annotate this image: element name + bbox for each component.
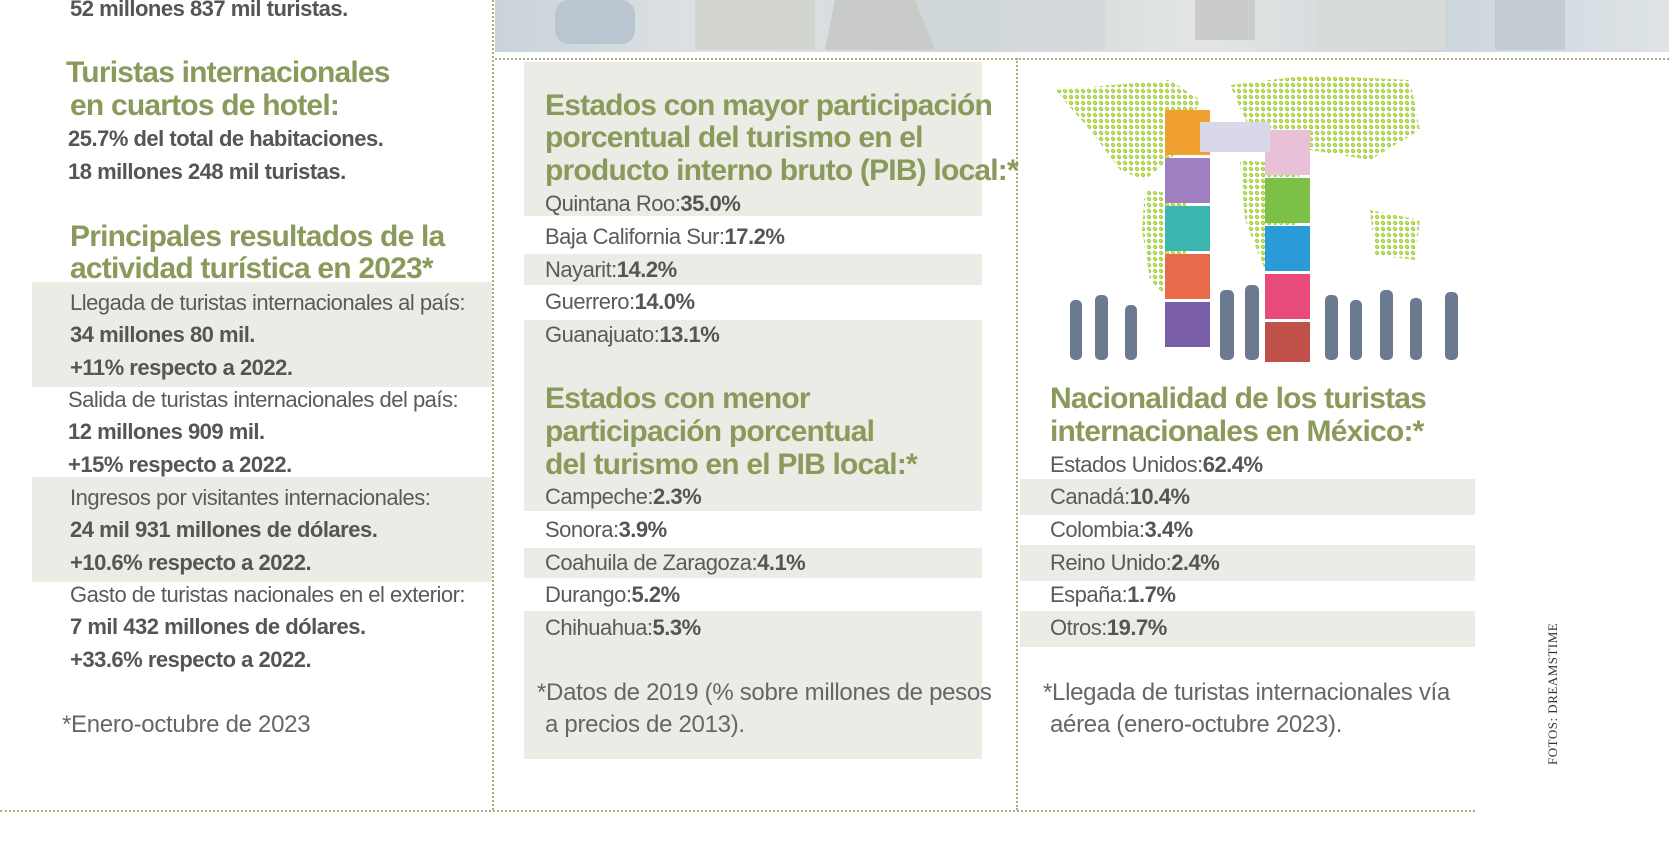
top-state-row: Guanajuato:13.1% [545, 322, 720, 347]
result-value: 34 millones 80 mil. [70, 322, 255, 347]
result-label: Ingresos por visitantes internacionales: [70, 485, 431, 510]
low-row-band [524, 611, 982, 759]
world-map-illustration [1050, 70, 1470, 370]
result-band-1 [32, 282, 492, 387]
result-band-3 [32, 477, 492, 582]
top-heading-1: Estados con mayor participación [545, 89, 993, 122]
right-footnote-2: aérea (enero-octubre 2023). [1050, 711, 1343, 738]
left-footnote: *Enero-octubre de 2023 [62, 711, 311, 738]
result-label: Salida de turistas internacionales del p… [68, 387, 459, 412]
top-state-row: Baja California Sur:17.2% [545, 224, 785, 249]
results-heading-1: Principales resultados de la [70, 220, 445, 253]
nationality-row: Estados Unidos:62.4% [1050, 452, 1263, 477]
low-heading-band [524, 357, 982, 511]
result-change: +11% respecto a 2022. [70, 355, 293, 380]
low-state-row: Durango:5.2% [545, 582, 680, 607]
low-state-row: Campeche:2.3% [545, 484, 702, 509]
result-label: Llegada de turistas internacionales al p… [70, 290, 466, 315]
result-value: 24 mil 931 millones de dólares. [70, 517, 378, 542]
middle-footnote-2: a precios de 2013). [545, 711, 745, 738]
middle-footnote-1: *Datos de 2019 (% sobre millones de peso… [537, 679, 992, 706]
low-heading-2: participación porcentual [545, 415, 875, 448]
top-heading-band [524, 62, 982, 216]
top-state-row: Nayarit:14.2% [545, 257, 677, 282]
low-state-row: Sonora:3.9% [545, 517, 667, 542]
hotel-line-1: 25.7% del total de habitaciones. [68, 126, 384, 151]
top-row-band [524, 254, 982, 285]
top-heading-2: porcentual del turismo en el [545, 121, 923, 154]
photo-credit: FOTOS: DREAMSTIME [1545, 622, 1560, 765]
hotel-line-2: 18 millones 248 mil turistas. [68, 159, 346, 184]
result-change: +10.6% respecto a 2022. [70, 550, 312, 575]
divider-left [492, 0, 494, 810]
top-row-band [524, 320, 982, 357]
nationality-heading-1: Nacionalidad de los turistas [1050, 382, 1427, 415]
result-value: 12 millones 909 mil. [68, 419, 265, 444]
nationality-row: Canadá:10.4% [1050, 484, 1190, 509]
header-photo-strip [495, 0, 1669, 52]
right-footnote-1: *Llegada de turistas internacionales vía [1043, 679, 1450, 706]
top-state-row: Quintana Roo:35.0% [545, 191, 741, 216]
divider-middle [1016, 58, 1018, 810]
top-line: 52 millones 837 mil turistas. [70, 0, 348, 21]
hotel-heading-1: Turistas internacionales [66, 56, 391, 89]
results-heading-2: actividad turística en 2023* [70, 252, 434, 285]
nationality-row: España:1.7% [1050, 582, 1176, 607]
nationality-band [1020, 545, 1475, 581]
result-change: +33.6% respecto a 2022. [70, 647, 312, 672]
nationality-row: Otros:19.7% [1050, 615, 1167, 640]
header-photo-shapes [555, 0, 1565, 50]
nationality-band [1020, 479, 1475, 515]
result-label: Gasto de turistas nacionales en el exter… [70, 582, 466, 607]
nationality-heading-2: internacionales en México:* [1050, 415, 1424, 448]
divider-top [495, 58, 1669, 60]
low-heading-3: del turismo en el PIB local:* [545, 448, 918, 481]
nationality-band [1020, 611, 1475, 647]
hotel-heading-2: en cuartos de hotel: [70, 89, 340, 122]
nationality-row: Reino Unido:2.4% [1050, 550, 1220, 575]
low-state-row: Coahuila de Zaragoza:4.1% [545, 550, 806, 575]
low-heading-1: Estados con menor [545, 382, 811, 415]
low-row-band [524, 548, 982, 578]
result-change: +15% respecto a 2022. [68, 452, 292, 477]
nationality-row: Colombia:3.4% [1050, 517, 1193, 542]
top-state-row: Guerrero:14.0% [545, 289, 695, 314]
divider-bottom [0, 810, 1475, 812]
top-heading-3: producto interno bruto (PIB) local:* [545, 154, 1019, 187]
result-value: 7 mil 432 millones de dólares. [70, 614, 366, 639]
low-state-row: Chihuahua:5.3% [545, 615, 701, 640]
